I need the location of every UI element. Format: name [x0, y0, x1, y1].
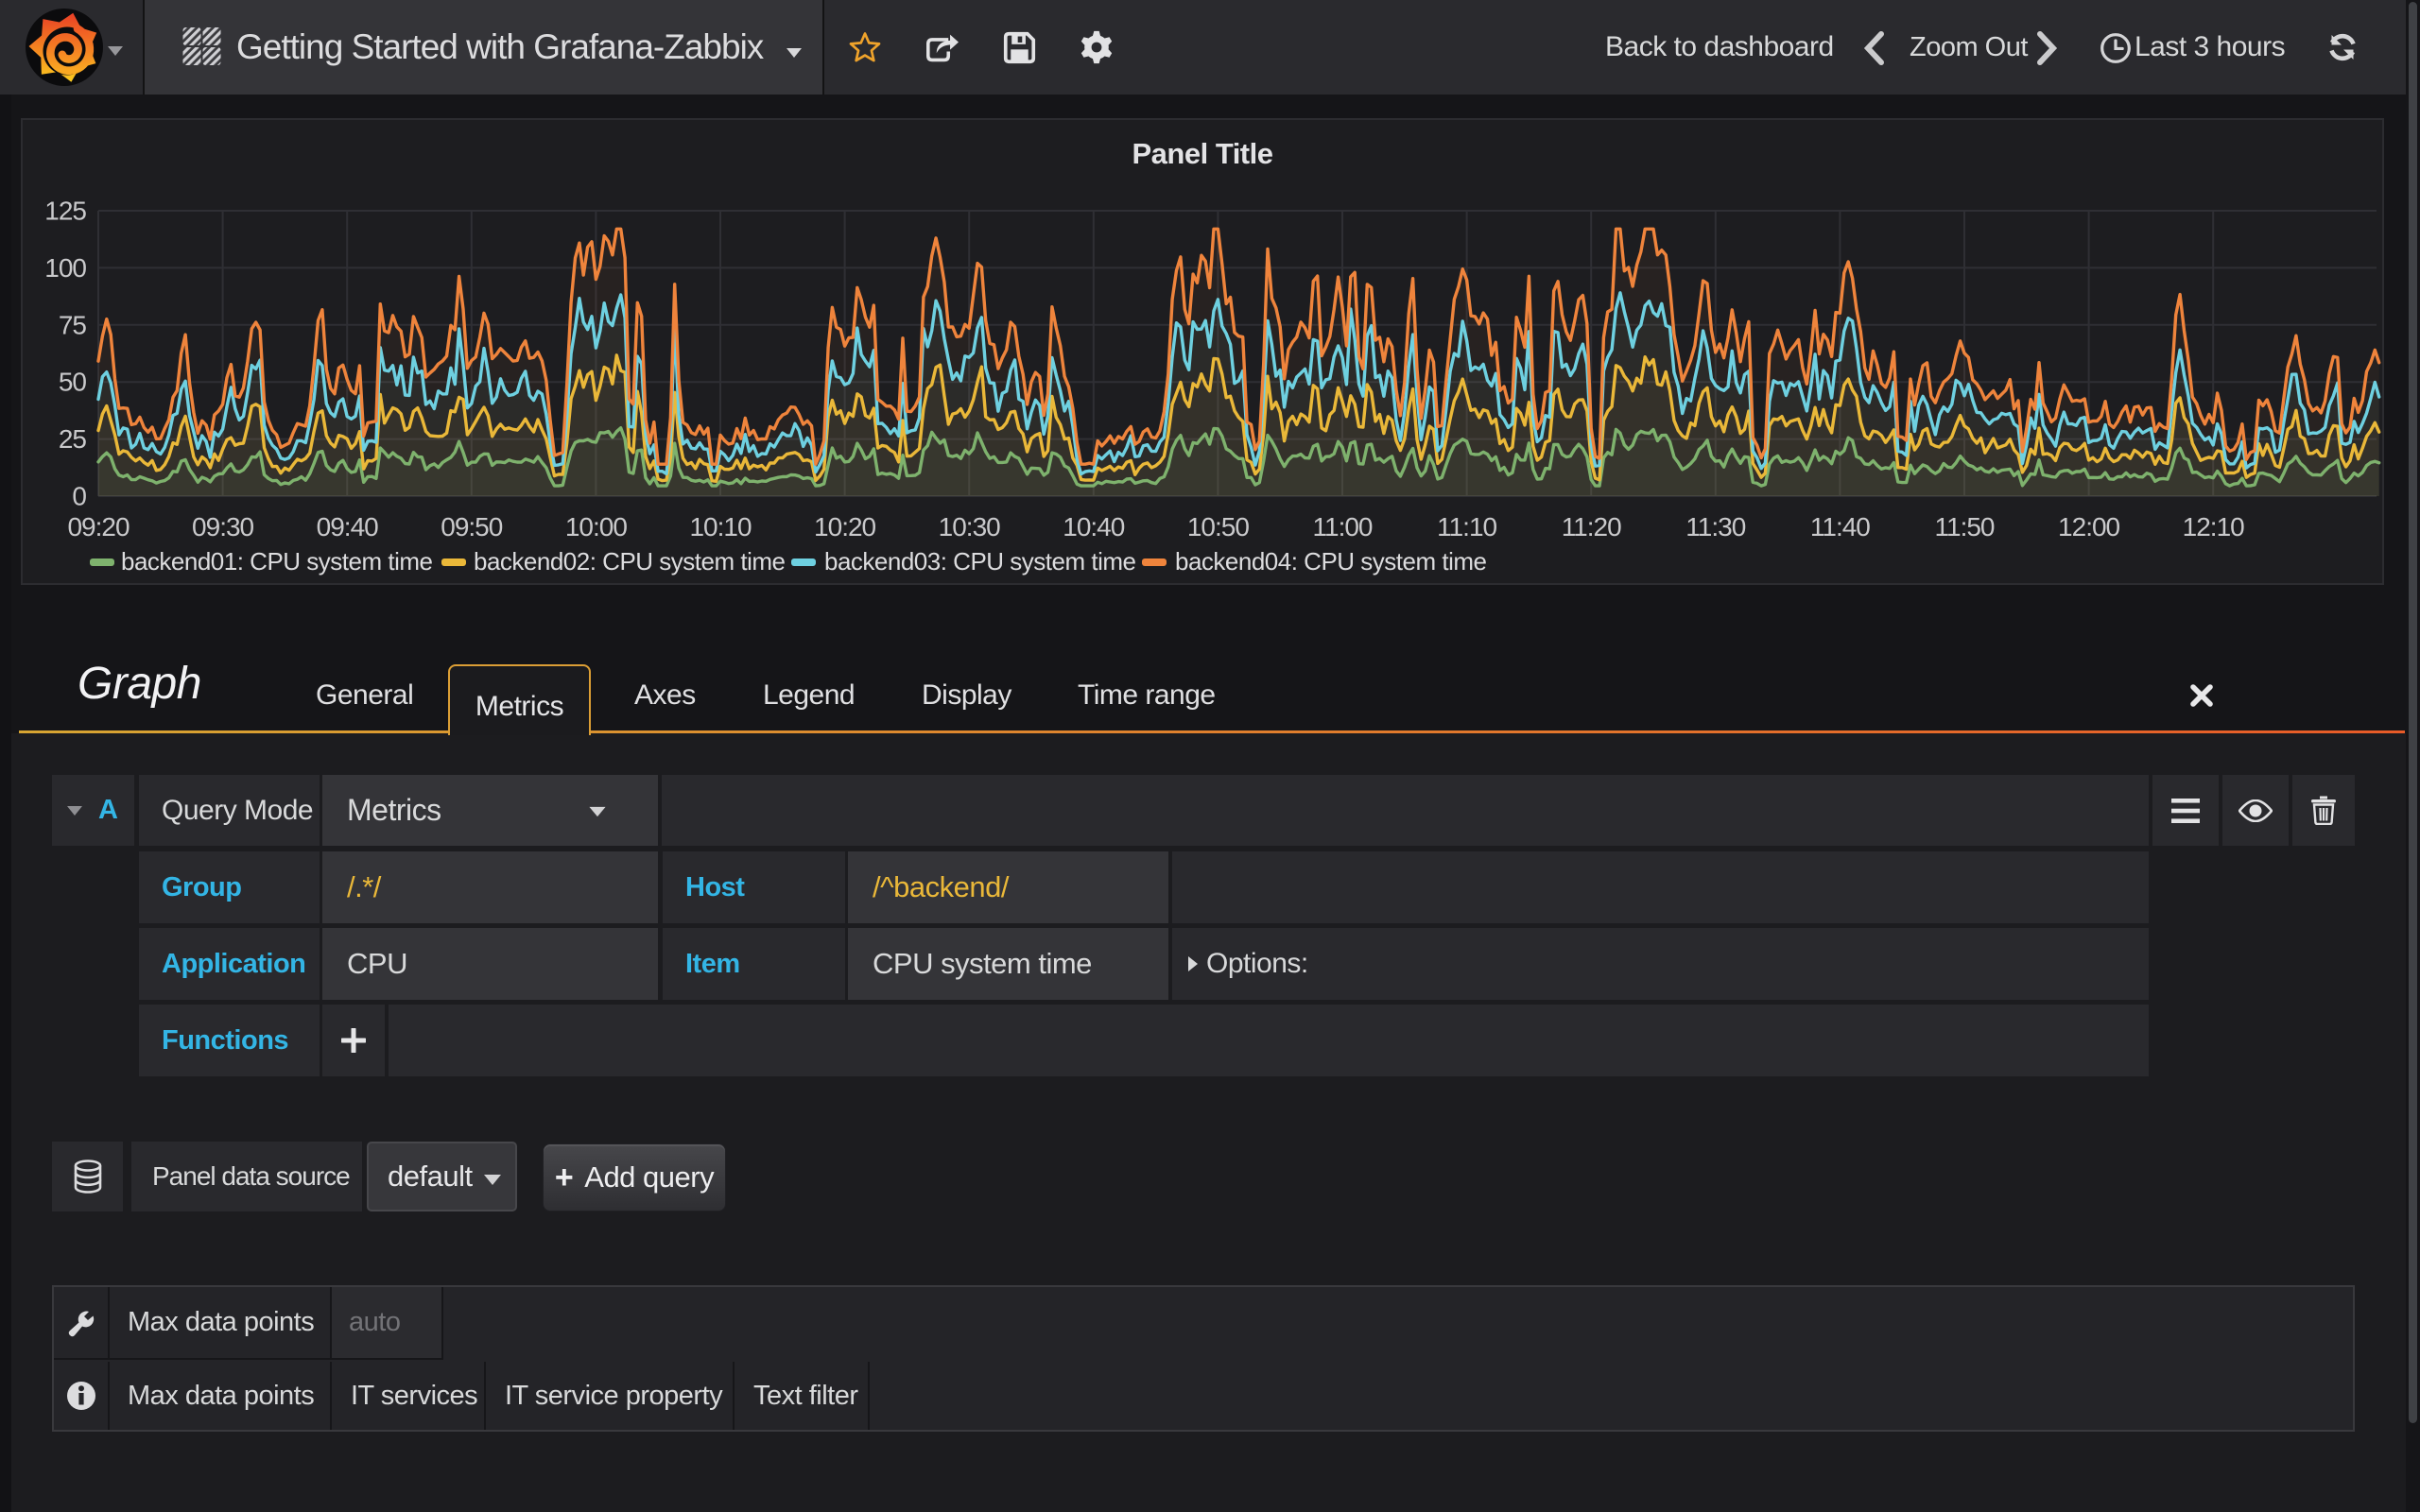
svg-text:10:00: 10:00 — [565, 512, 627, 541]
svg-text:11:30: 11:30 — [1685, 512, 1745, 541]
svg-text:12:00: 12:00 — [2058, 512, 2119, 541]
svg-text:09:50: 09:50 — [441, 512, 502, 541]
svg-text:11:20: 11:20 — [1562, 512, 1621, 541]
svg-text:50: 50 — [59, 368, 87, 397]
svg-text:0: 0 — [72, 482, 86, 511]
svg-text:100: 100 — [44, 253, 86, 283]
svg-text:10:30: 10:30 — [939, 512, 1000, 541]
svg-text:11:10: 11:10 — [1437, 512, 1496, 541]
svg-text:11:40: 11:40 — [1810, 512, 1870, 541]
svg-text:12:10: 12:10 — [2183, 512, 2244, 541]
svg-text:10:10: 10:10 — [689, 512, 751, 541]
svg-text:25: 25 — [59, 424, 87, 454]
svg-text:10:20: 10:20 — [814, 512, 875, 541]
svg-text:09:40: 09:40 — [317, 512, 378, 541]
svg-text:11:50: 11:50 — [1935, 512, 1995, 541]
svg-text:09:20: 09:20 — [67, 512, 129, 541]
svg-text:125: 125 — [44, 197, 86, 226]
svg-text:09:30: 09:30 — [192, 512, 253, 541]
svg-text:11:00: 11:00 — [1313, 512, 1373, 541]
svg-text:10:40: 10:40 — [1063, 512, 1124, 541]
svg-text:75: 75 — [59, 310, 87, 339]
svg-text:10:50: 10:50 — [1187, 512, 1249, 541]
